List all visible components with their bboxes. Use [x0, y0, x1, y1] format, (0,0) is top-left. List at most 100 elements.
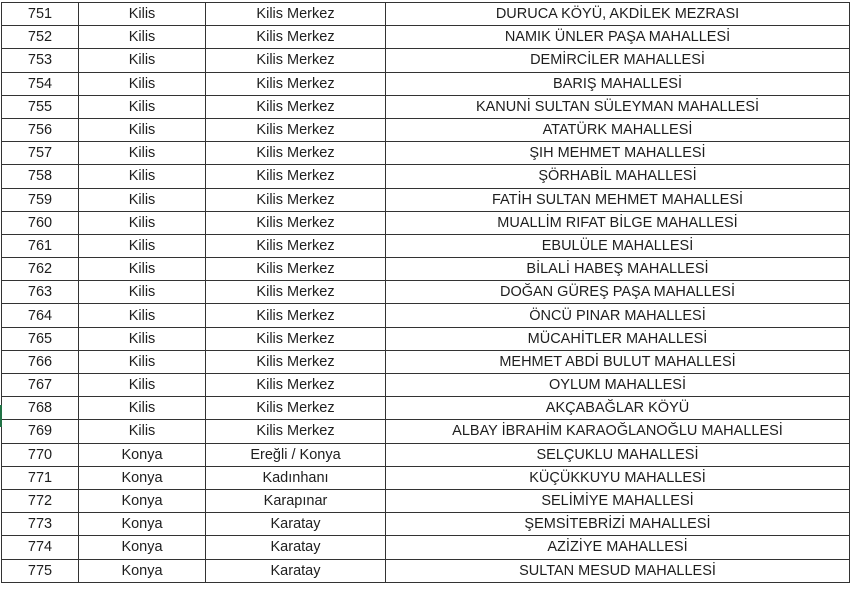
district-cell[interactable]: Kilis Merkez: [205, 117, 386, 143]
row-number-cell[interactable]: 766: [1, 349, 79, 375]
district-cell[interactable]: Kadınhanı: [205, 465, 386, 490]
province-cell[interactable]: Kilis: [78, 280, 206, 305]
province-cell[interactable]: Kilis: [78, 210, 206, 235]
row-number-cell[interactable]: 770: [1, 442, 79, 467]
district-cell[interactable]: Kilis Merkez: [205, 303, 386, 328]
district-cell[interactable]: Kilis Merkez: [205, 1, 386, 27]
district-cell[interactable]: Ereğli / Konya: [205, 442, 386, 467]
district-cell[interactable]: Kilis Merkez: [205, 419, 386, 444]
row-number-cell[interactable]: 775: [1, 558, 79, 583]
province-cell[interactable]: Kilis: [78, 71, 206, 96]
row-number-cell[interactable]: 761: [1, 233, 79, 259]
province-cell[interactable]: Kilis: [78, 349, 206, 375]
neighborhood-cell[interactable]: OYLUM MAHALLESİ: [385, 372, 850, 398]
district-cell[interactable]: Kilis Merkez: [205, 326, 386, 351]
province-cell[interactable]: Kilis: [78, 164, 206, 189]
row-number-cell[interactable]: 767: [1, 372, 79, 398]
district-cell[interactable]: Kilis Merkez: [205, 48, 386, 73]
district-cell[interactable]: Kilis Merkez: [205, 257, 386, 282]
neighborhood-cell[interactable]: SULTAN MESUD MAHALLESİ: [385, 558, 850, 583]
row-number-cell[interactable]: 764: [1, 303, 79, 328]
row-number-cell[interactable]: 753: [1, 48, 79, 73]
province-cell[interactable]: Konya: [78, 442, 206, 467]
district-cell[interactable]: Karatay: [205, 512, 386, 537]
province-cell[interactable]: Kilis: [78, 141, 206, 166]
neighborhood-cell[interactable]: KANUNİ SULTAN SÜLEYMAN MAHALLESİ: [385, 94, 850, 119]
neighborhood-cell[interactable]: ÖNCÜ PINAR MAHALLESİ: [385, 303, 850, 328]
neighborhood-cell[interactable]: AZİZİYE MAHALLESİ: [385, 535, 850, 560]
province-cell[interactable]: Kilis: [78, 372, 206, 398]
district-cell[interactable]: Kilis Merkez: [205, 396, 386, 421]
province-cell[interactable]: Kilis: [78, 303, 206, 328]
row-number-cell[interactable]: 771: [1, 465, 79, 490]
province-cell[interactable]: Konya: [78, 465, 206, 490]
neighborhood-cell[interactable]: ATATÜRK MAHALLESİ: [385, 117, 850, 143]
neighborhood-cell[interactable]: MEHMET ABDİ BULUT MAHALLESİ: [385, 349, 850, 375]
province-cell[interactable]: Kilis: [78, 25, 206, 50]
neighborhood-cell[interactable]: ALBAY İBRAHİM KARAOĞLANOĞLU MAHALLESİ: [385, 419, 850, 444]
province-cell[interactable]: Kilis: [78, 257, 206, 282]
row-number-cell[interactable]: 754: [1, 71, 79, 96]
neighborhood-cell[interactable]: SELİMİYE MAHALLESİ: [385, 488, 850, 514]
neighborhood-cell[interactable]: DEMİRCİLER MAHALLESİ: [385, 48, 850, 73]
province-cell[interactable]: Kilis: [78, 117, 206, 143]
neighborhood-cell[interactable]: NAMIK ÜNLER PAŞA MAHALLESİ: [385, 25, 850, 50]
neighborhood-cell[interactable]: MÜCAHİTLER MAHALLESİ: [385, 326, 850, 351]
neighborhood-cell[interactable]: DURUCA KÖYÜ, AKDİLEK MEZRASI: [385, 1, 850, 27]
neighborhood-cell[interactable]: MUALLİM RIFAT BİLGE MAHALLESİ: [385, 210, 850, 235]
neighborhood-cell[interactable]: BİLALİ HABEŞ MAHALLESİ: [385, 257, 850, 282]
district-cell[interactable]: Kilis Merkez: [205, 94, 386, 119]
row-number-cell[interactable]: 768: [1, 396, 79, 421]
district-cell[interactable]: Kilis Merkez: [205, 233, 386, 259]
row-number-cell[interactable]: 756: [1, 117, 79, 143]
district-cell[interactable]: Kilis Merkez: [205, 349, 386, 375]
province-cell[interactable]: Kilis: [78, 326, 206, 351]
row-number-cell[interactable]: 765: [1, 326, 79, 351]
province-cell[interactable]: Kilis: [78, 419, 206, 444]
row-number-cell[interactable]: 763: [1, 280, 79, 305]
province-cell[interactable]: Kilis: [78, 1, 206, 27]
neighborhood-cell[interactable]: FATİH SULTAN MEHMET MAHALLESİ: [385, 187, 850, 212]
province-cell[interactable]: Konya: [78, 512, 206, 537]
neighborhood-cell[interactable]: AKÇABAĞLAR KÖYÜ: [385, 396, 850, 421]
province-cell[interactable]: Kilis: [78, 94, 206, 119]
province-cell[interactable]: Kilis: [78, 233, 206, 259]
row-number-cell[interactable]: 762: [1, 257, 79, 282]
neighborhood-cell[interactable]: ŞIH MEHMET MAHALLESİ: [385, 141, 850, 166]
row-number-cell[interactable]: 772: [1, 488, 79, 514]
neighborhood-cell[interactable]: BARIŞ MAHALLESİ: [385, 71, 850, 96]
district-cell[interactable]: Karatay: [205, 535, 386, 560]
neighborhood-cell[interactable]: SELÇUKLU MAHALLESİ: [385, 442, 850, 467]
row-number-cell[interactable]: 757: [1, 141, 79, 166]
district-cell[interactable]: Kilis Merkez: [205, 25, 386, 50]
province-cell[interactable]: Kilis: [78, 48, 206, 73]
district-cell[interactable]: Kilis Merkez: [205, 164, 386, 189]
row-number-cell[interactable]: 759: [1, 187, 79, 212]
row-number-cell[interactable]: 752: [1, 25, 79, 50]
row-number-cell[interactable]: 774: [1, 535, 79, 560]
row-number-cell[interactable]: 751: [1, 1, 79, 27]
district-cell[interactable]: Kilis Merkez: [205, 210, 386, 235]
row-number-cell[interactable]: 758: [1, 164, 79, 189]
province-cell[interactable]: Konya: [78, 535, 206, 560]
district-cell[interactable]: Karapınar: [205, 488, 386, 514]
neighborhood-cell[interactable]: EBULÜLE MAHALLESİ: [385, 233, 850, 259]
district-cell[interactable]: Kilis Merkez: [205, 71, 386, 96]
neighborhood-cell[interactable]: ŞEMSİTEBRİZİ MAHALLESİ: [385, 512, 850, 537]
district-cell[interactable]: Kilis Merkez: [205, 187, 386, 212]
neighborhood-cell[interactable]: DOĞAN GÜREŞ PAŞA MAHALLESİ: [385, 280, 850, 305]
row-number-cell[interactable]: 760: [1, 210, 79, 235]
province-cell[interactable]: Kilis: [78, 187, 206, 212]
row-number-cell[interactable]: 769: [1, 419, 79, 444]
row-number-cell[interactable]: 755: [1, 94, 79, 119]
district-cell[interactable]: Kilis Merkez: [205, 280, 386, 305]
row-number-cell[interactable]: 773: [1, 512, 79, 537]
province-cell[interactable]: Konya: [78, 558, 206, 583]
province-cell[interactable]: Kilis: [78, 396, 206, 421]
district-cell[interactable]: Kilis Merkez: [205, 141, 386, 166]
district-cell[interactable]: Karatay: [205, 558, 386, 583]
province-cell[interactable]: Konya: [78, 488, 206, 514]
neighborhood-cell[interactable]: ŞÖRHABİL MAHALLESİ: [385, 164, 850, 189]
district-cell[interactable]: Kilis Merkez: [205, 372, 386, 398]
neighborhood-cell[interactable]: KÜÇÜKKUYU MAHALLESİ: [385, 465, 850, 490]
